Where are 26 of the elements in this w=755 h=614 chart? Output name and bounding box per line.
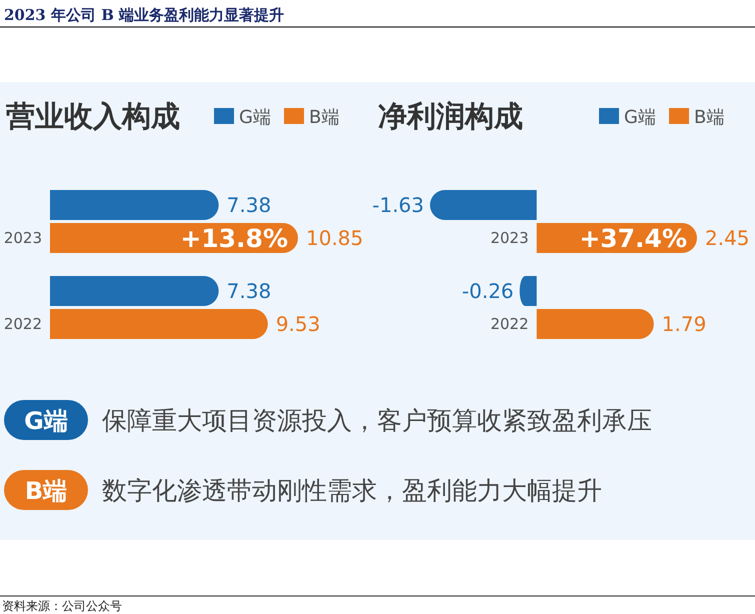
y-tick-label: 2023 — [490, 229, 529, 247]
data-label: 1.79 — [662, 312, 706, 336]
y-tick-label: 2022 — [4, 315, 42, 333]
chart-title: 营业收入构成 — [5, 99, 180, 133]
text: 数字化渗透带动刚性需求，盈利能力大幅提升 — [102, 476, 602, 505]
chart-title: 净利润构成 — [378, 99, 523, 133]
y-tick-label: 2023 — [4, 229, 42, 247]
text: 2023 年公司 B 端业务盈利能力显著提升 — [4, 6, 284, 24]
data-label: 2.45 — [705, 226, 750, 250]
legend-label: B端 — [309, 107, 340, 128]
legend-label: B端 — [694, 107, 724, 128]
data-label: 7.38 — [226, 279, 272, 303]
data-label: 9.53 — [276, 312, 320, 336]
legend-label: G端 — [239, 107, 271, 128]
text: 保障重大项目资源投入，客户预算收紧致盈利承压 — [102, 406, 652, 435]
annotation: +37.4% — [579, 224, 687, 253]
text: G端 — [24, 407, 68, 435]
annotation: +13.8% — [180, 224, 288, 253]
legend-label: G端 — [624, 107, 656, 128]
y-tick-label: 2022 — [490, 315, 529, 333]
data-label: 7.38 — [226, 193, 272, 217]
data-label: -0.26 — [462, 279, 514, 303]
text: B端 — [24, 477, 68, 505]
text: 资料来源：公司公众号 — [2, 599, 122, 613]
data-label: 10.85 — [306, 226, 364, 250]
data-label: -1.63 — [372, 193, 424, 217]
